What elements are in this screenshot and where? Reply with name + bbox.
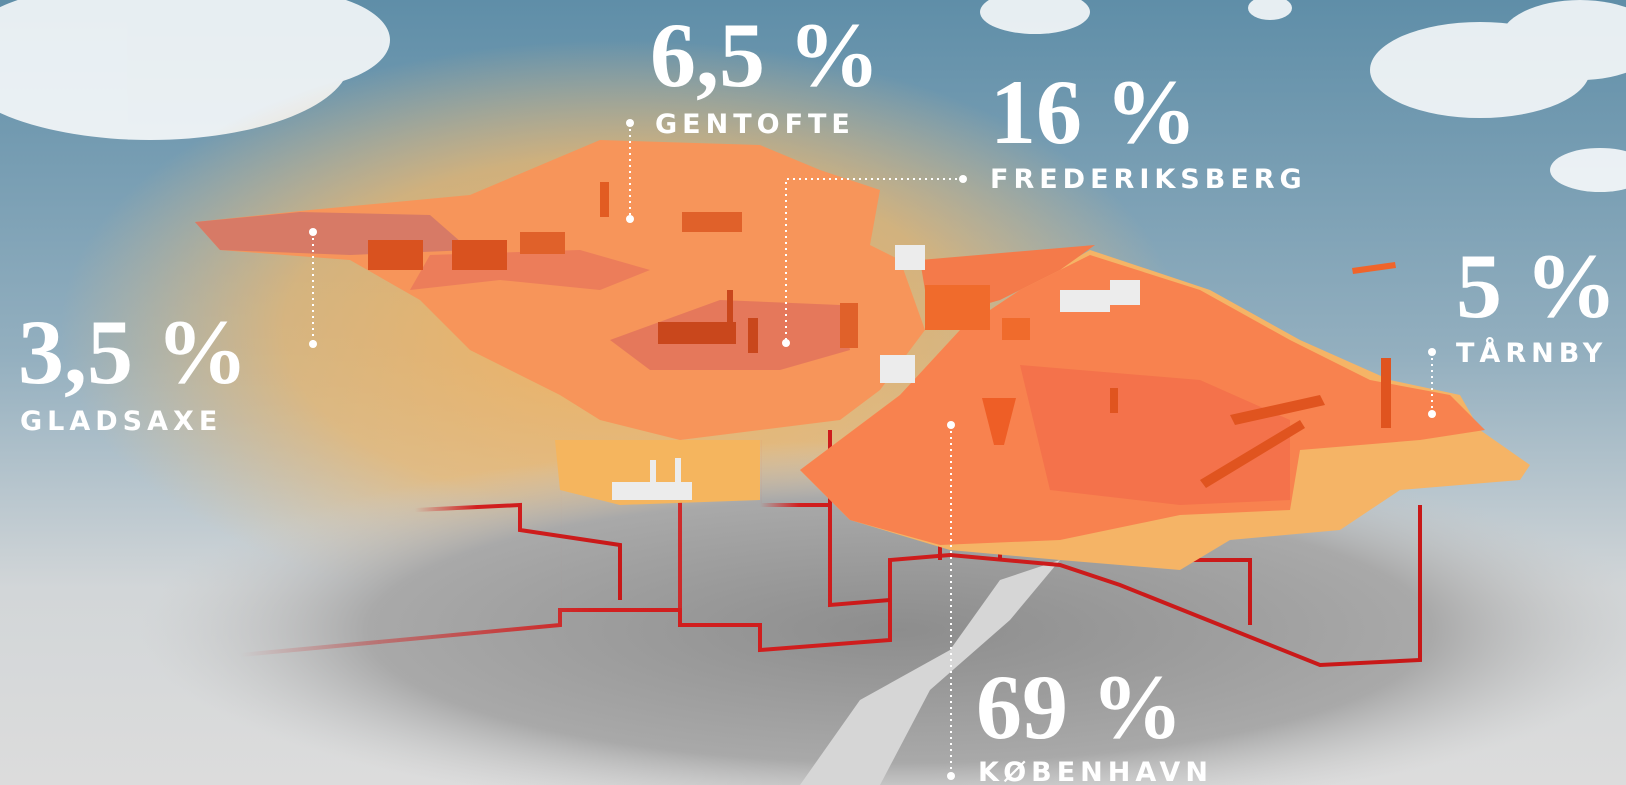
dot [947,421,955,429]
municipality: TÅRNBY [1456,337,1607,369]
municipality: KØBENHAVN [978,757,1213,785]
municipality: GENTOFTE [655,109,855,140]
municipality: GLADSAXE [20,406,222,437]
dot [309,228,317,236]
infographic: 6,5 % GENTOFTE 16 % FREDERIKSBERG 5 % TÅ… [0,0,1626,785]
percentage: 6,5 % [650,4,880,106]
dot [309,340,317,348]
dot [947,772,955,780]
dot [626,119,634,127]
percentage: 5 % [1456,235,1617,337]
percentage: 16 % [990,61,1197,163]
dot [782,339,790,347]
dot [959,175,967,183]
percentage: 69 % [976,656,1183,758]
dot [1428,348,1436,356]
municipality: FREDERIKSBERG [990,164,1307,195]
dot [626,215,634,223]
percentage: 3,5 % [18,301,248,403]
dot [1428,410,1436,418]
page: 6,5 % GENTOFTE 16 % FREDERIKSBERG 5 % TÅ… [0,0,1626,785]
